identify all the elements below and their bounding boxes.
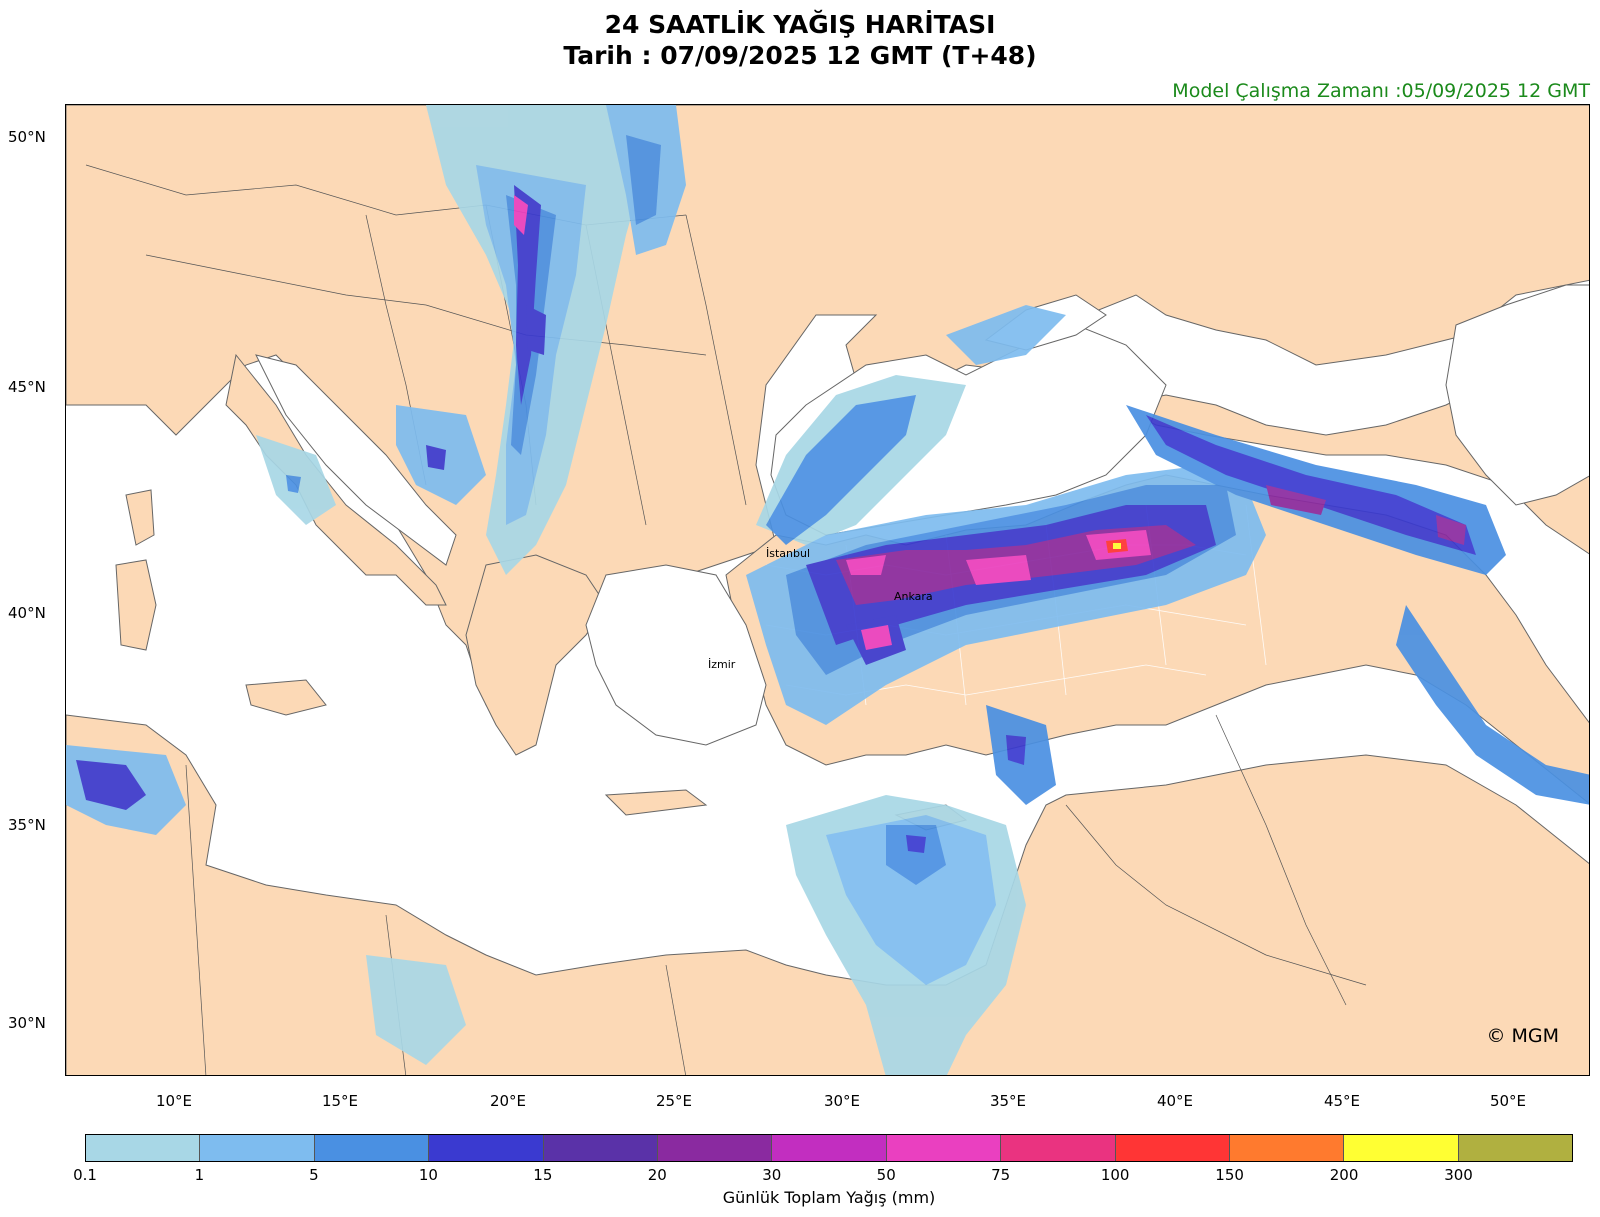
precipitation-layer [66, 105, 1589, 1075]
colorbar-swatch-7 [886, 1135, 1002, 1161]
colorbar-label-4: 15 [533, 1166, 553, 1184]
lat-tick-35: 35°N [8, 816, 46, 834]
land-sardinia [115, 559, 157, 651]
colorbar-label-3: 10 [418, 1166, 438, 1184]
city-izmir: İzmir [708, 658, 736, 671]
colorbar-label-2: 5 [309, 1166, 319, 1184]
lon-tick-15: 15°E [321, 1092, 359, 1110]
map-title: 24 SAATLİK YAĞIŞ HARİTASI [604, 10, 996, 39]
colorbar-swatch-4 [543, 1135, 658, 1161]
land-italy [225, 353, 447, 606]
colorbar-swatch-1 [200, 1135, 315, 1161]
city-ankara: Ankara [894, 590, 933, 603]
colorbar-label-1: 1 [194, 1166, 205, 1184]
colorbar-swatch-5 [657, 1135, 773, 1161]
colorbar-title: Günlük Toplam Yağış (mm) [722, 1188, 936, 1207]
colorbar-label-0: 0.1 [73, 1166, 97, 1184]
lon-tick-40: 40°E [1156, 1092, 1194, 1110]
colorbar-label-8: 75 [991, 1166, 1011, 1184]
lon-tick-10: 10°E [155, 1092, 193, 1110]
lon-tick-25: 25°E [655, 1092, 693, 1110]
colorbar-label-9: 100 [1100, 1166, 1130, 1184]
lon-tick-35: 35°E [989, 1092, 1027, 1110]
lat-tick-50: 50°N [8, 128, 46, 146]
land-corsica [125, 489, 155, 546]
aegean-sea [585, 564, 767, 746]
colorbar-label-11: 200 [1329, 1166, 1359, 1184]
land-greece [465, 554, 607, 756]
lat-tick-30: 30°N [8, 1014, 46, 1032]
land-sicily [245, 679, 327, 716]
colorbar [85, 1134, 1573, 1162]
land-crete [604, 789, 708, 816]
city-labels: İstanbul Ankara İzmir [708, 547, 933, 671]
lon-tick-45: 45°E [1323, 1092, 1361, 1110]
colorbar-label-6: 30 [762, 1166, 782, 1184]
lon-tick-50: 50°E [1489, 1092, 1527, 1110]
colorbar-swatch-2 [314, 1135, 430, 1161]
colorbar-label-10: 150 [1215, 1166, 1244, 1184]
city-istanbul: İstanbul [766, 547, 810, 560]
precipitation-map[interactable]: İstanbul Ankara İzmir © MGM [65, 104, 1590, 1076]
colorbar-swatch-11 [1344, 1135, 1459, 1161]
colorbar-label-7: 50 [876, 1166, 896, 1184]
lat-tick-45: 45°N [8, 378, 46, 396]
lon-tick-20: 20°E [489, 1092, 527, 1110]
model-run-time: Model Çalışma Zamanı :05/09/2025 12 GMT [1172, 80, 1590, 102]
colorbar-swatch-3 [429, 1135, 544, 1161]
colorbar-swatch-8 [1001, 1135, 1116, 1161]
map-date: Tarih : 07/09/2025 12 GMT (T+48) [563, 41, 1037, 70]
caspian-sea [1445, 284, 1589, 506]
colorbar-swatch-6 [772, 1135, 887, 1161]
copyright-label: © MGM [1486, 1025, 1559, 1047]
colorbar-swatch-0 [86, 1135, 201, 1161]
colorbar-label-5: 20 [647, 1166, 667, 1184]
map-canvas: İstanbul Ankara İzmir [66, 105, 1589, 1075]
colorbar-label-12: 300 [1444, 1166, 1473, 1184]
colorbar-swatch-12 [1458, 1135, 1573, 1161]
colorbar-swatch-9 [1115, 1135, 1230, 1161]
colorbar-swatch-10 [1229, 1135, 1345, 1161]
adriatic-sea [255, 354, 457, 566]
lon-tick-30: 30°E [823, 1092, 861, 1110]
lat-tick-40: 40°N [8, 604, 46, 622]
